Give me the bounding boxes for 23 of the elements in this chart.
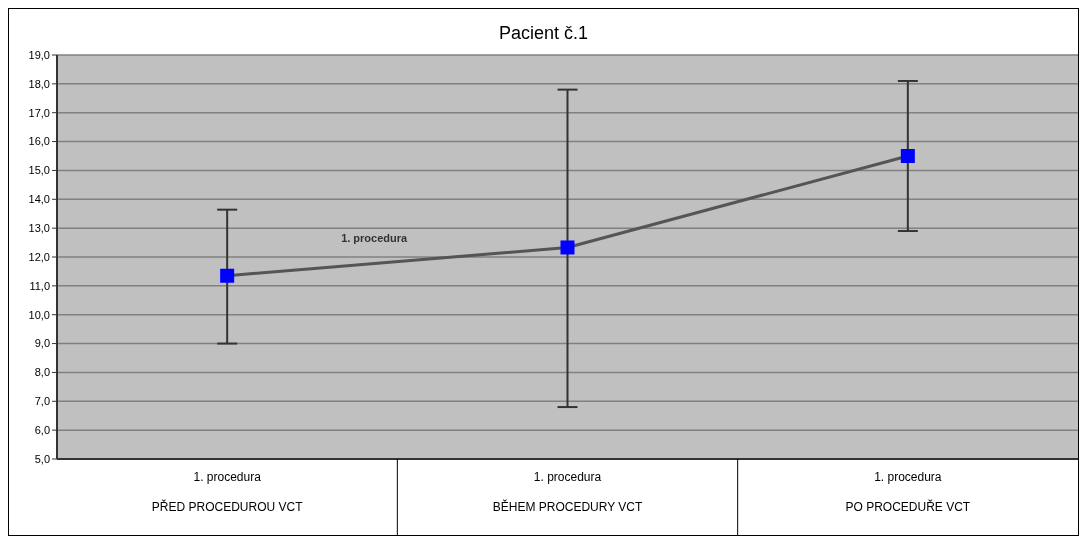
y-tick-label: 12,0	[28, 250, 50, 263]
y-tick-label: 11,0	[29, 279, 50, 292]
y-tick-label: 16,0	[28, 135, 50, 148]
y-tick-label: 13,0	[28, 222, 50, 235]
point	[560, 240, 575, 255]
category-label: 1. procedura PO PROCEDUŘE VCT	[845, 470, 971, 514]
y-tick-label: 8,0	[34, 366, 50, 379]
y-tick-label: 5,0	[34, 452, 50, 465]
y-tick-label: 7,0	[34, 395, 50, 408]
y-tick-label: 15,0	[28, 164, 50, 177]
y-tick-label: 14,0	[28, 193, 50, 206]
point	[220, 268, 235, 283]
y-tick-label: 19,0	[28, 48, 50, 61]
y-tick-label: 9,0	[34, 337, 50, 350]
category-label: 1. procedura PŘED PROCEDUROU VCT	[151, 470, 303, 514]
series-label: 1. procedura	[341, 231, 409, 244]
y-tick-label: 17,0	[28, 106, 50, 119]
point	[900, 149, 915, 163]
y-tick-label: 10,0	[28, 308, 50, 321]
y-tick-label: 18,0	[28, 77, 50, 90]
category-label: 1. procedura BĚHEM PROCEDURY VCT	[492, 470, 643, 514]
y-tick-label: 6,0	[34, 424, 50, 437]
chart-title: Pacient č.1	[497, 23, 590, 44]
